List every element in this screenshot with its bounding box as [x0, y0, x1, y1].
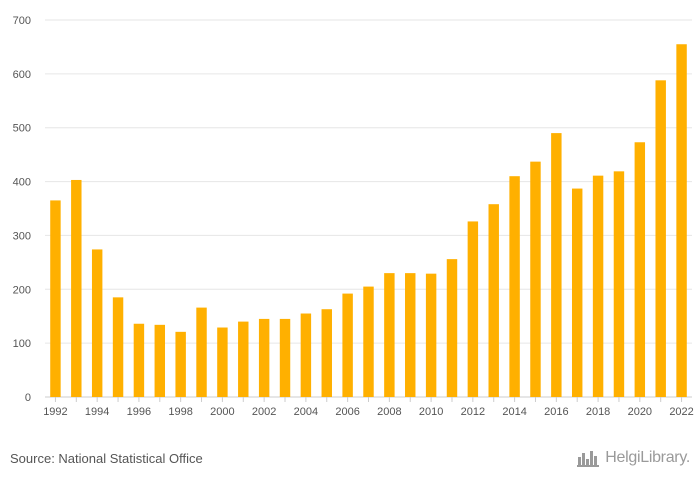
- bar-2000[interactable]: [217, 327, 228, 397]
- x-tick-label: 2014: [502, 406, 526, 418]
- y-tick-label: 100: [13, 338, 31, 350]
- bar-2006[interactable]: [342, 293, 353, 397]
- x-tick-label: 2008: [377, 406, 401, 418]
- y-tick-label: 400: [13, 177, 31, 189]
- x-tick-label: 2016: [544, 406, 568, 418]
- x-tick-label: 1996: [127, 406, 151, 418]
- bar-2009[interactable]: [405, 273, 416, 397]
- source-note: Source: National Statistical Office: [10, 451, 203, 466]
- bar-1996[interactable]: [133, 323, 145, 397]
- bar-2008[interactable]: [384, 273, 395, 397]
- bar-2010[interactable]: [425, 273, 437, 397]
- bar-2003[interactable]: [279, 318, 291, 397]
- x-tick-label: 2002: [252, 406, 276, 418]
- bar-1993[interactable]: [71, 179, 82, 397]
- logo-text: HelgiLibrary.: [605, 449, 690, 466]
- bar-2021[interactable]: [655, 80, 666, 397]
- y-tick-label: 0: [25, 392, 31, 404]
- bar-2020[interactable]: [634, 142, 646, 397]
- bar-2004[interactable]: [300, 313, 312, 397]
- bars: [50, 44, 687, 398]
- x-tick-label: 2022: [669, 406, 693, 418]
- bar-1997[interactable]: [154, 324, 166, 397]
- bar-1999[interactable]: [196, 307, 207, 397]
- bar-2001[interactable]: [238, 321, 249, 397]
- bar-2016[interactable]: [551, 133, 562, 397]
- x-tick-label: 2006: [335, 406, 359, 418]
- bar-2012[interactable]: [467, 221, 479, 397]
- bar-1998[interactable]: [175, 331, 186, 397]
- x-tick-label: 2020: [628, 406, 652, 418]
- x-tick-label: 2010: [419, 406, 443, 418]
- x-tick-label: 1992: [43, 406, 67, 418]
- bar-2019[interactable]: [613, 171, 625, 397]
- helgi-library-logo[interactable]: HelgiLibrary.: [577, 449, 690, 467]
- bar-chart: 0 100 200 300 400 500 600 700 1992 1994 1996 1998 2…: [13, 15, 694, 418]
- bar-1992[interactable]: [50, 200, 61, 397]
- bar-2013[interactable]: [488, 204, 499, 397]
- bar-1995[interactable]: [112, 297, 124, 397]
- bar-2002[interactable]: [258, 318, 270, 397]
- bar-2022[interactable]: [676, 44, 687, 398]
- y-tick-label: 700: [13, 15, 31, 27]
- bar-2017[interactable]: [571, 188, 583, 397]
- y-tick-label: 500: [13, 123, 31, 135]
- x-tick-label: 2012: [461, 406, 485, 418]
- bar-2014[interactable]: [509, 176, 520, 397]
- x-tick-label: 2004: [294, 406, 318, 418]
- city-skyline-icon: [577, 451, 600, 467]
- bar-2007[interactable]: [363, 286, 374, 397]
- x-axis: 1992 1994 1996 1998 2000 2002 2004 2006 2008 2010…: [43, 397, 694, 418]
- x-tick-label: 2000: [210, 406, 234, 418]
- x-tick-label: 1998: [168, 406, 192, 418]
- bar-2018[interactable]: [592, 175, 604, 397]
- y-tick-label: 600: [13, 69, 31, 81]
- bar-1994[interactable]: [91, 249, 103, 397]
- x-tick-label: 2018: [586, 406, 610, 418]
- y-tick-label: 200: [13, 284, 31, 296]
- bar-2015[interactable]: [530, 161, 541, 397]
- bar-2005[interactable]: [321, 309, 332, 397]
- bar-2011[interactable]: [446, 259, 458, 397]
- y-axis: 0 100 200 300 400 500 600 700: [13, 15, 31, 404]
- x-tick-label: 1994: [85, 406, 109, 418]
- y-tick-label: 300: [13, 230, 31, 242]
